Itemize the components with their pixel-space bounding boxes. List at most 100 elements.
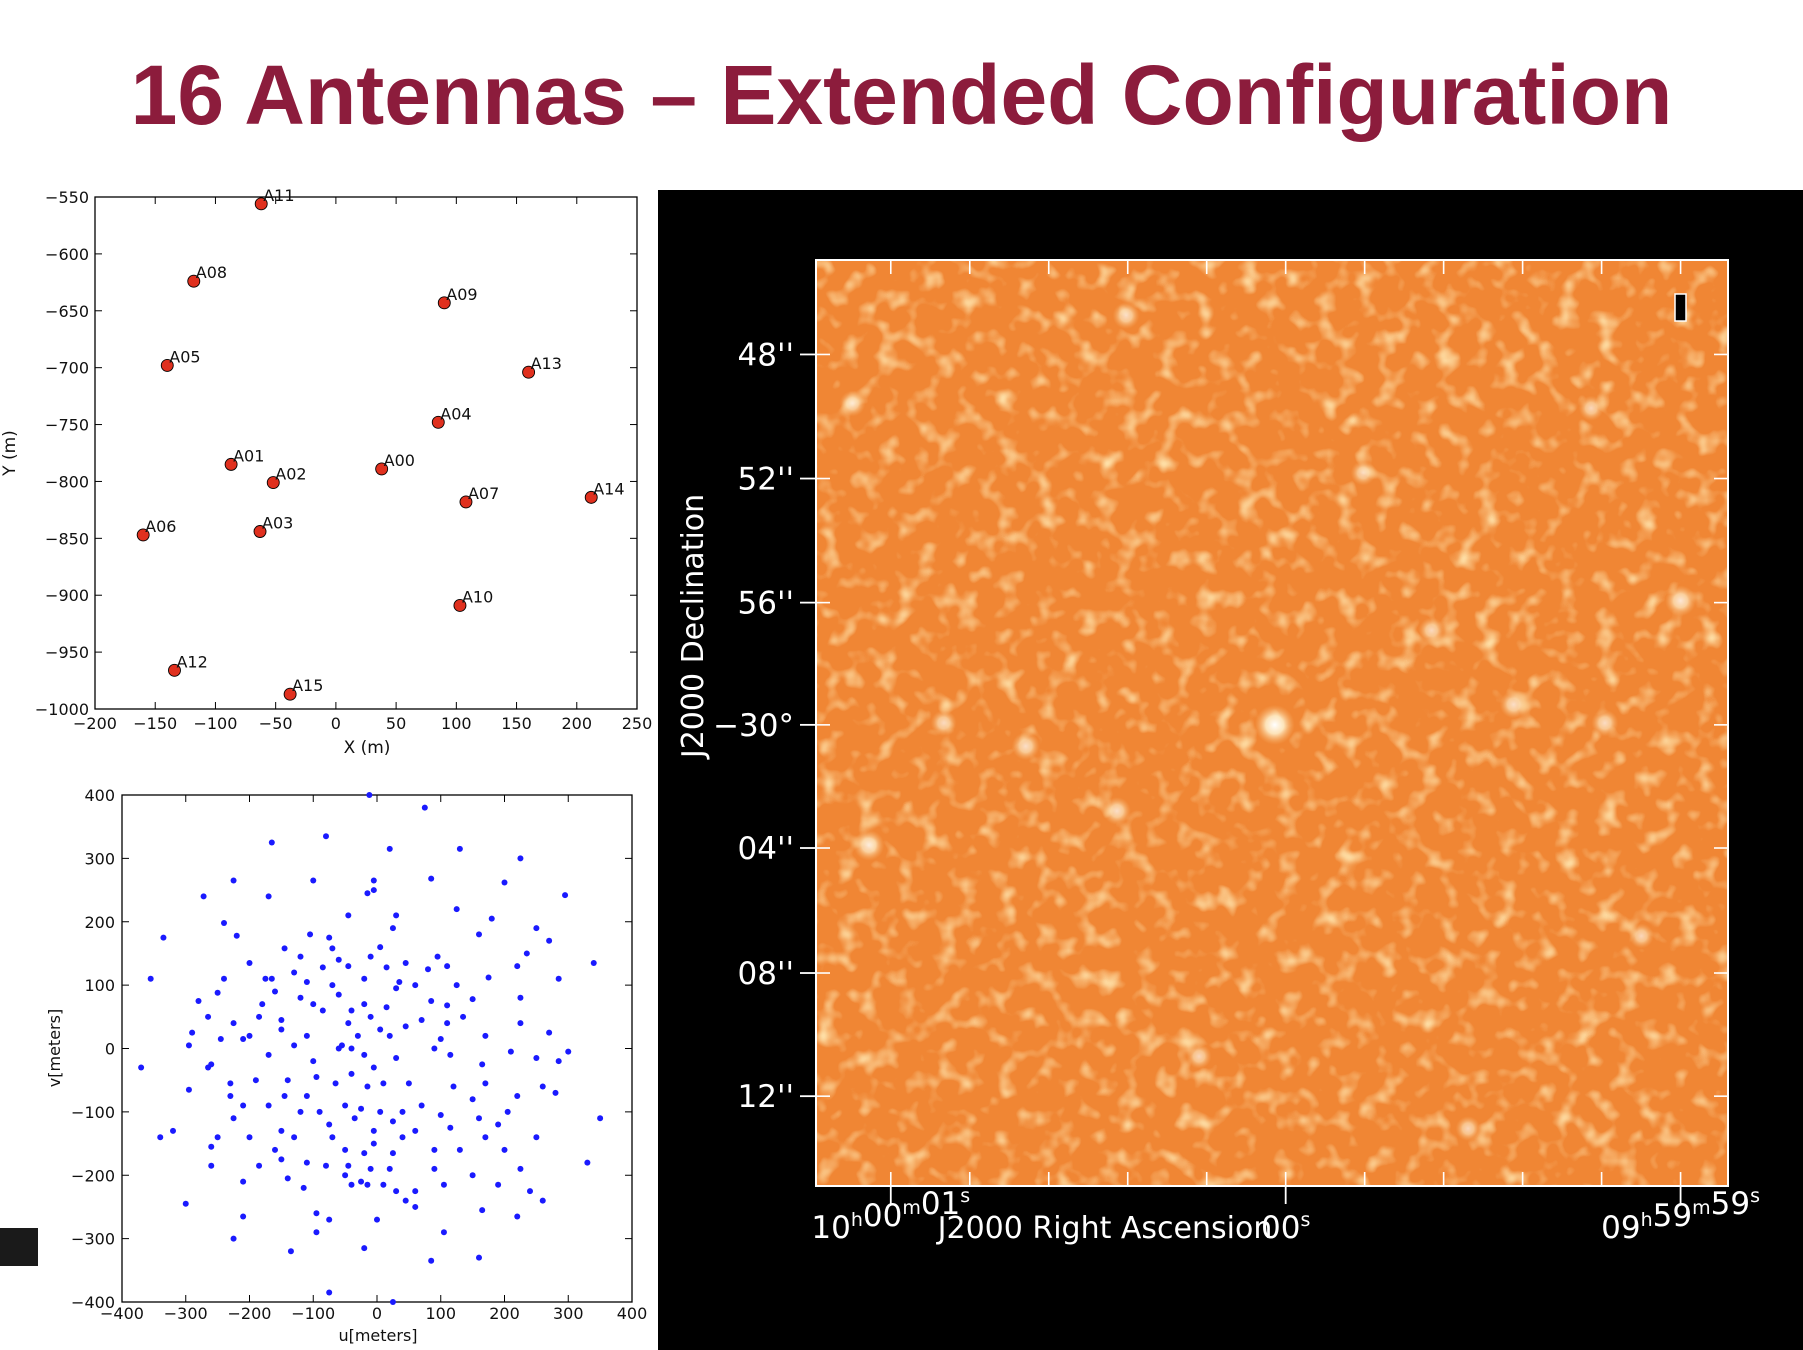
uv-point bbox=[447, 1124, 454, 1131]
uv-point bbox=[399, 1134, 406, 1141]
dirty-image-panel: 10h00m01s 00s 09h59m59s 48'' 52'' 56'' −30° 04'… bbox=[658, 190, 1803, 1350]
uv-point bbox=[246, 1032, 253, 1039]
uv-point bbox=[246, 959, 253, 966]
antenna-y-tick-label: −850 bbox=[45, 529, 89, 548]
antenna-x-axis-label: X (m) bbox=[344, 738, 391, 758]
image-source bbox=[1665, 585, 1697, 617]
uv-point bbox=[434, 953, 441, 960]
uv-point bbox=[479, 1061, 486, 1068]
uv-point bbox=[227, 1093, 234, 1100]
antenna-y-tick-label: −550 bbox=[45, 188, 89, 207]
uv-point bbox=[310, 877, 317, 884]
uv-point bbox=[386, 1032, 393, 1039]
image-ra-tick-label: 09h59m59s bbox=[1601, 1185, 1760, 1246]
uv-point bbox=[335, 991, 342, 998]
uv-point bbox=[246, 1134, 253, 1141]
uv-point bbox=[170, 1127, 176, 1134]
uv-point bbox=[584, 1159, 591, 1166]
uv-point bbox=[319, 1007, 326, 1014]
uv-point bbox=[310, 1058, 317, 1065]
uv-point bbox=[367, 1013, 374, 1020]
uv-point bbox=[450, 1083, 457, 1090]
uv-point bbox=[252, 1077, 259, 1084]
uv-point bbox=[265, 893, 272, 900]
uv-point bbox=[348, 1070, 355, 1077]
uv-point bbox=[377, 1026, 384, 1033]
uv-point bbox=[393, 912, 400, 919]
uv-point bbox=[555, 975, 562, 982]
uv-point bbox=[291, 1134, 298, 1141]
antenna-x-tick-label: 200 bbox=[562, 714, 593, 733]
antenna-y-tick-label: −800 bbox=[45, 472, 89, 491]
uv-point bbox=[256, 1013, 263, 1020]
uv-point bbox=[230, 1115, 237, 1122]
uv-point bbox=[412, 1188, 419, 1195]
uv-point bbox=[233, 932, 240, 939]
uv-point bbox=[221, 920, 227, 927]
image-source bbox=[1350, 460, 1376, 486]
uv-point bbox=[303, 1032, 310, 1039]
uv-point bbox=[303, 978, 310, 985]
uv-point bbox=[240, 1213, 247, 1220]
slide-title: 16 Antennas – Extended Configuration bbox=[130, 48, 1673, 142]
uv-point bbox=[399, 1108, 406, 1115]
uv-y-tick-label: 400 bbox=[84, 786, 115, 805]
uv-point bbox=[287, 1248, 294, 1255]
uv-point bbox=[138, 1064, 145, 1071]
uv-point bbox=[389, 1118, 396, 1125]
uv-point bbox=[562, 892, 569, 899]
image-source bbox=[1499, 690, 1528, 719]
uv-point bbox=[361, 1245, 368, 1252]
uv-point bbox=[514, 1213, 521, 1220]
uv-point bbox=[205, 1013, 212, 1020]
uv-point bbox=[495, 1121, 502, 1128]
uv-y-tick-label: 300 bbox=[84, 849, 115, 868]
antenna-marker bbox=[584, 490, 598, 504]
uv-point bbox=[284, 1077, 291, 1084]
antenna-label: A10 bbox=[462, 587, 493, 606]
antenna-marker bbox=[266, 476, 280, 490]
uv-point bbox=[281, 945, 288, 952]
uv-point bbox=[284, 1175, 291, 1182]
uv-point bbox=[214, 989, 221, 996]
uv-point bbox=[268, 975, 275, 982]
image-source bbox=[1112, 302, 1140, 330]
uv-point bbox=[552, 1089, 559, 1096]
uv-point bbox=[546, 937, 553, 944]
uv-point bbox=[495, 1181, 502, 1188]
uv-point bbox=[160, 934, 167, 941]
antenna-marker bbox=[453, 599, 467, 612]
antenna-label: A00 bbox=[384, 451, 415, 470]
uv-point bbox=[533, 1134, 540, 1141]
uv-point bbox=[380, 1181, 387, 1188]
uv-point bbox=[297, 994, 304, 1001]
uv-point bbox=[240, 1178, 247, 1185]
uv-point bbox=[428, 1257, 435, 1264]
uv-coverage-chart: −400 −300 −200 −100 0 100 200 300 400 400 300 200 10… bbox=[45, 786, 647, 1345]
uv-point bbox=[313, 1210, 320, 1217]
antenna-marker bbox=[437, 296, 451, 310]
image-source bbox=[1418, 617, 1445, 644]
antenna-y-tick-label: −700 bbox=[45, 359, 89, 378]
image-dec-tick-label: 48'' bbox=[738, 337, 795, 373]
uv-point bbox=[240, 1035, 247, 1042]
uv-point bbox=[326, 1121, 333, 1128]
uv-point bbox=[447, 1051, 454, 1058]
uv-point bbox=[533, 925, 540, 932]
uv-point bbox=[291, 969, 298, 976]
uv-point bbox=[469, 1096, 476, 1103]
image-source bbox=[1102, 796, 1131, 825]
uv-point bbox=[507, 1048, 514, 1055]
uv-point bbox=[316, 1108, 323, 1115]
uv-point bbox=[361, 975, 368, 982]
uv-point bbox=[389, 1299, 396, 1305]
uv-point bbox=[256, 1162, 263, 1169]
uv-point bbox=[389, 925, 396, 932]
uv-point bbox=[402, 959, 409, 966]
uv-y-tick-label: −300 bbox=[71, 1230, 115, 1249]
uv-point bbox=[358, 1105, 365, 1112]
uv-point bbox=[380, 1080, 387, 1087]
antenna-marker bbox=[254, 197, 268, 211]
antenna-y-tick-label: −750 bbox=[45, 416, 89, 435]
uv-point bbox=[329, 945, 336, 952]
